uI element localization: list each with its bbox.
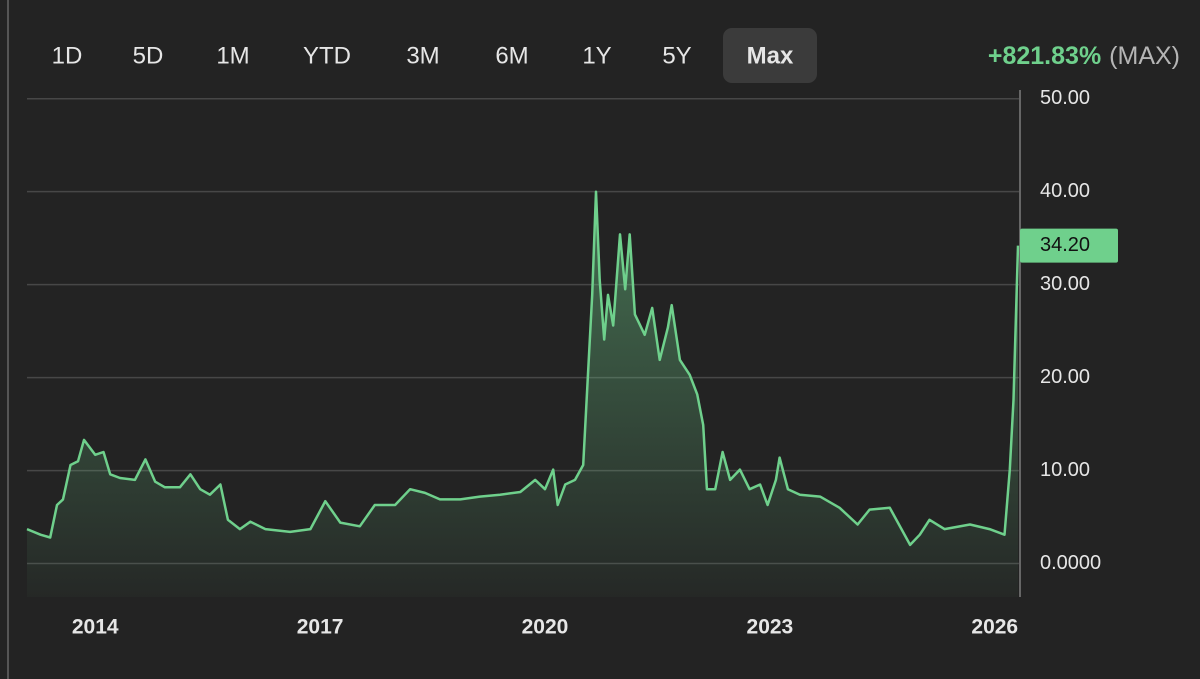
range-button[interactable]: 5Y xyxy=(662,42,691,69)
price-line xyxy=(26,190,1020,547)
range-button-active[interactable]: Max xyxy=(747,42,794,69)
change-percent: +821.83% xyxy=(988,42,1101,70)
range-button-active-bg[interactable] xyxy=(723,28,817,83)
y-tick-label: 40.00 xyxy=(1040,180,1090,202)
price-area xyxy=(27,191,1018,597)
x-tick-label: 2014 xyxy=(72,616,119,639)
y-tick-label: 50.00 xyxy=(1040,87,1090,109)
x-tick-label: 2026 xyxy=(971,616,1018,639)
change-summary: +821.83% (MAX) xyxy=(988,42,1180,70)
x-tick-label: 2023 xyxy=(747,616,794,639)
x-tick-label: 2020 xyxy=(522,616,569,639)
range-button[interactable]: 1Y xyxy=(582,42,611,69)
x-tick-label: 2017 xyxy=(297,616,344,639)
last-price-label: 34.20 xyxy=(1040,234,1090,256)
y-tick-label: 30.00 xyxy=(1040,273,1090,295)
range-button[interactable]: 5D xyxy=(133,42,164,69)
y-tick-label: 10.00 xyxy=(1040,459,1090,481)
y-tick-label: 0.0000 xyxy=(1040,552,1101,574)
y-tick-label: 20.00 xyxy=(1040,366,1090,388)
range-button[interactable]: YTD xyxy=(303,42,351,69)
range-button[interactable]: 1M xyxy=(216,42,249,69)
range-button[interactable]: 6M xyxy=(495,42,528,69)
last-price-tag xyxy=(1020,228,1118,263)
change-period: (MAX) xyxy=(1109,42,1180,70)
range-button[interactable]: 1D xyxy=(52,42,83,69)
range-button[interactable]: 3M xyxy=(406,42,439,69)
